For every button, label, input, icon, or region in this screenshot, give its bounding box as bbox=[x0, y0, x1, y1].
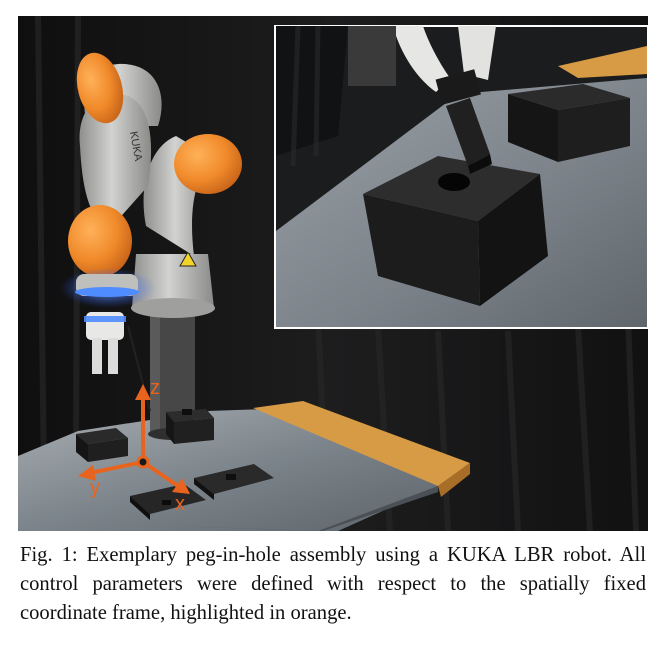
caption-label: Fig. 1: bbox=[20, 544, 78, 566]
axis-label-y: y bbox=[90, 477, 100, 499]
axis-label-z: z bbox=[150, 377, 160, 399]
figure-photo: KUKA bbox=[18, 16, 648, 531]
caption-text: Exemplary peg-in-hole assembly using a K… bbox=[20, 544, 646, 624]
table-block-left bbox=[76, 428, 128, 462]
inset-zoom-photo bbox=[274, 25, 648, 329]
robot-scene-illustration: KUKA bbox=[18, 16, 648, 531]
table-plate-right bbox=[194, 464, 274, 500]
figure-caption: Fig. 1: Exemplary peg-in-hole assembly u… bbox=[20, 541, 646, 628]
table-block-center bbox=[166, 409, 214, 444]
coordinate-frame-icon bbox=[78, 384, 190, 494]
axis-label-x: x bbox=[175, 493, 185, 515]
svg-text:KUKA: KUKA bbox=[127, 130, 144, 162]
